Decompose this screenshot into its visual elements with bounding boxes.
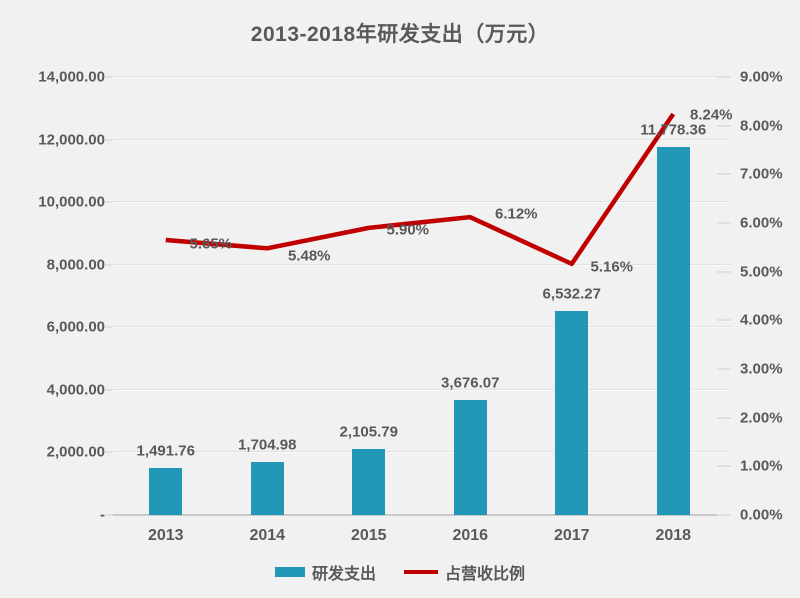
y-axis-label-right: 0.00% — [740, 506, 783, 524]
y-axis-label-right: 8.00% — [740, 117, 783, 135]
legend-item-line-series: 占营收比例 — [404, 560, 525, 584]
x-axis-label-2018: 2018 — [655, 527, 692, 544]
line-value-label-2017: 5.16% — [590, 258, 634, 276]
line-series-swatch-icon — [404, 570, 438, 574]
bar-value-label-2015: 2,105.79 — [339, 423, 398, 441]
gridline — [113, 388, 731, 391]
line-value-label-2018: 8.24% — [689, 106, 733, 124]
bar-value-label-2014: 1,704.98 — [238, 436, 297, 454]
left-axis-tick — [105, 201, 113, 204]
right-axis-tick — [717, 222, 731, 224]
gridline — [113, 138, 731, 141]
legend-label-bar-series: 研发支出 — [311, 566, 376, 583]
y-axis-label-right: 7.00% — [740, 165, 783, 183]
bar-2015 — [352, 449, 386, 515]
gridline — [113, 451, 731, 454]
right-axis-tick — [717, 368, 731, 370]
x-axis-label-2014: 2014 — [249, 527, 286, 544]
y-axis-label-left: 14,000.00 — [38, 68, 105, 86]
left-axis-tick — [105, 326, 113, 329]
right-axis-tick — [717, 416, 731, 419]
bar-2013 — [149, 468, 183, 515]
y-axis-label-left: 12,000.00 — [38, 131, 105, 149]
bar-2014 — [250, 461, 284, 515]
y-axis-label-right: 2.00% — [740, 409, 783, 427]
y-axis-label-right: 6.00% — [740, 214, 783, 232]
bar-2018 — [656, 146, 690, 515]
y-axis-label-right: 5.00% — [740, 263, 783, 281]
y-axis-label-left: 8,000.00 — [46, 256, 105, 274]
y-axis-label-right: 4.00% — [740, 311, 783, 329]
line-value-label-2014: 5.48% — [287, 247, 331, 265]
line-series-path — [165, 112, 676, 267]
y-axis-label-right: 9.00% — [740, 68, 783, 86]
right-axis-tick — [717, 514, 731, 516]
bar-value-label-2016: 3,676.07 — [441, 374, 500, 392]
y-axis-label-left: 6,000.00 — [46, 318, 105, 336]
bar-value-label-2017: 6,532.27 — [542, 285, 601, 303]
left-axis-tick — [105, 76, 113, 78]
bar-value-label-2013: 1,491.76 — [136, 442, 195, 460]
x-axis-label-2017: 2017 — [553, 527, 590, 544]
line-value-label-2015: 5.90% — [386, 221, 430, 239]
chart-title: 2013-2018年研发支出（万元） — [250, 23, 550, 46]
left-axis-tick — [105, 451, 113, 454]
y-axis-label-left: 2,000.00 — [46, 443, 105, 461]
x-axis-label-2015: 2015 — [350, 527, 387, 544]
bar-2017 — [555, 310, 589, 515]
gridline — [113, 326, 731, 329]
y-axis-label-right: 3.00% — [740, 360, 783, 378]
gridline — [113, 201, 731, 204]
bar-series-swatch-icon — [274, 567, 305, 577]
y-axis-label-right: 1.00% — [740, 457, 783, 475]
legend-label-line-series: 占营收比例 — [445, 566, 526, 583]
legend: 研发支出 占营收比例 — [0, 560, 800, 584]
legend-item-bar-series: 研发支出 — [274, 560, 376, 584]
x-axis-label-2016: 2016 — [452, 527, 489, 544]
left-axis-tick — [105, 263, 113, 266]
line-value-label-2016: 6.12% — [494, 205, 538, 223]
x-axis-baseline — [113, 514, 731, 516]
y-axis-label-left: - — [100, 506, 105, 524]
left-axis-tick — [105, 388, 113, 391]
left-axis-tick — [105, 514, 113, 516]
right-axis-tick — [717, 173, 731, 176]
left-axis-tick — [105, 138, 113, 141]
bar-2016 — [453, 399, 487, 515]
line-value-label-2013: 5.65% — [189, 235, 233, 253]
right-axis-tick — [717, 76, 731, 78]
y-axis-label-left: 4,000.00 — [46, 381, 105, 399]
right-axis-tick — [717, 319, 731, 322]
x-axis-label-2013: 2013 — [147, 527, 184, 544]
right-axis-tick — [717, 270, 731, 273]
y-axis-label-left: 10,000.00 — [38, 193, 105, 211]
right-axis-tick — [717, 465, 731, 468]
gridline — [113, 263, 731, 266]
gridline — [113, 76, 731, 78]
right-axis-tick — [717, 124, 731, 127]
bar-value-label-2018: 11,778.36 — [640, 121, 707, 138]
